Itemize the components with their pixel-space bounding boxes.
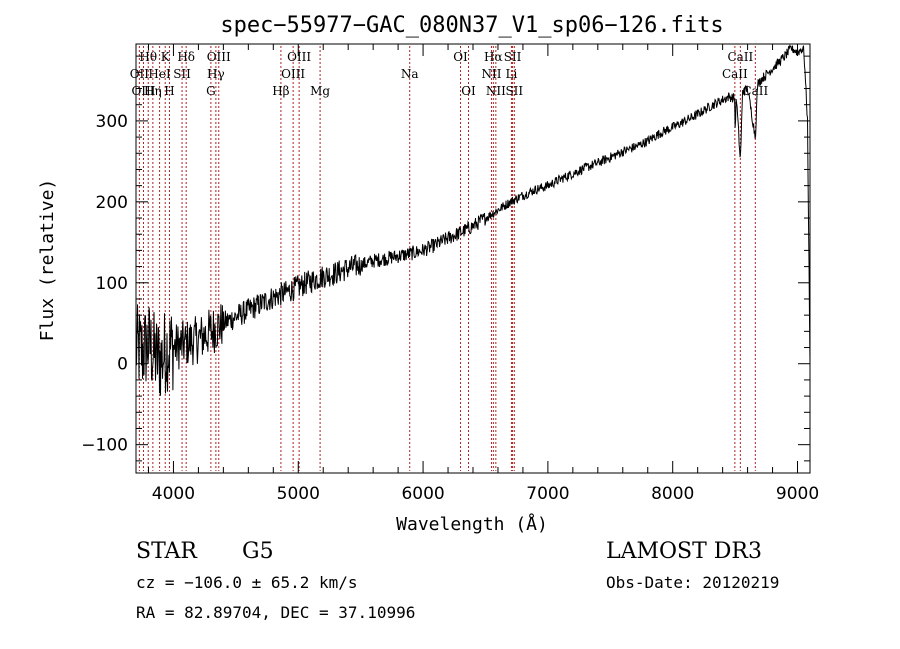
line-marker-label: HeI [148, 67, 171, 81]
object-class: STAR [136, 539, 197, 564]
obs-date: Obs-Date: 20120219 [606, 573, 780, 592]
line-marker-label: CaII [727, 50, 753, 64]
y-axis-label: Flux (relative) [37, 179, 58, 342]
line-marker-label: Hα [484, 50, 503, 64]
line-marker-label: H [164, 84, 174, 98]
line-marker-label: Hγ [207, 67, 225, 81]
line-marker-label: NII [486, 84, 506, 98]
line-marker-label: OIII [131, 84, 155, 98]
y-tick-label: −100 [81, 436, 128, 456]
spectral-subclass: G5 [242, 539, 274, 564]
axis-ticks [136, 44, 810, 473]
y-tick-labels: −100 0 100 200 300 [81, 112, 128, 456]
line-marker-label: OII [130, 67, 150, 81]
line-marker-label: NII [481, 67, 501, 81]
chart-title: spec−55977−GAC_080N37_V1_sp06−126.fits [220, 13, 723, 38]
x-tick-label: 5000 [277, 484, 320, 504]
y-tick-label: 200 [96, 193, 128, 213]
coordinates: RA = 82.89704, DEC = 37.10996 [136, 603, 416, 622]
line-marker-label: Hδ [177, 50, 195, 64]
line-markers [138, 46, 756, 471]
y-tick-label: 0 [117, 355, 128, 375]
line-marker-label: OI [453, 50, 468, 64]
x-tick-label: 9000 [776, 484, 819, 504]
x-tick-label: 4000 [152, 484, 195, 504]
line-marker-label: SII [505, 84, 523, 98]
line-marker-label: Hθ [139, 50, 157, 64]
y-tick-label: 100 [96, 274, 128, 294]
line-marker-label: Mg [310, 84, 330, 98]
line-marker-label: Hβ [272, 84, 289, 98]
line-marker-label: Hη [144, 84, 162, 98]
line-marker-label: Na [401, 67, 419, 81]
line-marker-label: K [161, 50, 171, 64]
line-marker-label: G [206, 84, 216, 98]
cz-velocity: cz = −106.0 ± 65.2 km/s [136, 573, 358, 592]
spectrum-line [135, 44, 811, 396]
line-marker-label: SII [173, 67, 191, 81]
x-tick-label: 8000 [651, 484, 694, 504]
line-marker-label: OIII [207, 50, 231, 64]
x-tick-label: 7000 [526, 484, 569, 504]
line-marker-label: OIII [287, 50, 311, 64]
line-marker-label: OI [461, 84, 476, 98]
line-marker-label: SII [504, 50, 522, 64]
y-tick-label: 300 [96, 112, 128, 132]
x-axis-label: Wavelength (Å) [396, 513, 548, 535]
line-marker-label: OIII [281, 67, 305, 81]
line-marker-label: CaII [722, 67, 748, 81]
survey-name: LAMOST DR3 [606, 539, 762, 564]
x-tick-labels: 4000 5000 6000 7000 8000 9000 [152, 484, 819, 504]
line-marker-label: Li [506, 67, 518, 81]
x-tick-label: 6000 [401, 484, 444, 504]
